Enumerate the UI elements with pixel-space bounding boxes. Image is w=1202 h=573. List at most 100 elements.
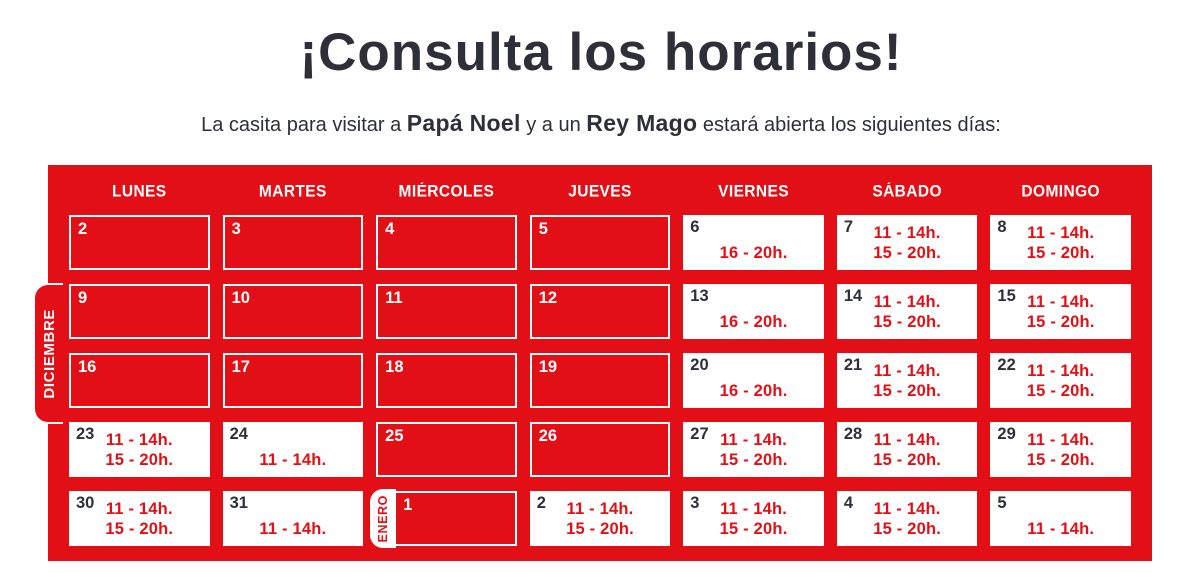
day-number: 14 — [843, 287, 863, 305]
time-slot-1: 11 - 14h. — [105, 431, 173, 449]
subtitle-text-post: estará abierta los siguientes días: — [697, 114, 1001, 136]
day-cell-dec-20: 20 16 - 20h. — [683, 353, 824, 408]
day-number: 21 — [843, 356, 863, 374]
day-number: 25 — [385, 427, 404, 445]
day-number: 5 — [997, 494, 1007, 512]
time-slot-2: 15 - 20h. — [1026, 451, 1095, 469]
day-cell-dec-19: 19 — [529, 353, 671, 408]
day-cell-jan-4: 4 11 - 14h. 15 - 20h. — [836, 491, 978, 546]
time-slot-2: 15 - 20h. — [719, 451, 788, 469]
time-slot-1 — [223, 499, 364, 519]
day-number: 8 — [997, 218, 1007, 236]
day-number: 23 — [76, 425, 95, 443]
day-number: 7 — [843, 218, 854, 236]
weekday-header-domingo: DOMINGO — [1021, 182, 1100, 201]
day-cell-dec-24: 24 11 - 14h. — [222, 422, 364, 477]
day-cell-dec-17: 17 — [222, 353, 364, 408]
time-slot-2: 15 - 20h. — [873, 520, 942, 538]
time-slot-1: 11 - 14h. — [873, 362, 941, 380]
day-number: 28 — [843, 425, 863, 443]
day-cell-dec-10: 10 — [222, 284, 364, 339]
time-slot-1 — [683, 292, 824, 312]
day-cell-dec-8: 8 11 - 14h. 15 - 20h. — [990, 215, 1131, 270]
day-times: 11 - 14h. — [223, 430, 364, 470]
time-slot-2: 11 - 14h. — [259, 520, 327, 538]
day-cell-dec-23: 23 11 - 14h. 15 - 20h. — [69, 422, 210, 477]
diciembre-month-tab: DICIEMBRE — [33, 283, 63, 424]
time-slot-1: 11 - 14h. — [1027, 362, 1095, 380]
day-cell-dec-13: 13 16 - 20h. — [683, 284, 824, 339]
day-number: 17 — [231, 358, 250, 376]
day-number: 4 — [385, 220, 395, 238]
time-slot-2: 15 - 20h. — [1026, 382, 1095, 400]
time-slot-1: 11 - 14h. — [1027, 431, 1095, 449]
day-times: 11 - 14h. 15 - 20h. — [837, 499, 978, 539]
day-times: 16 - 20h. — [683, 361, 824, 401]
day-cell-dec-28: 28 11 - 14h. 15 - 20h. — [836, 422, 978, 477]
enero-label: ENERO — [376, 494, 391, 543]
day-cell-jan-2: 2 11 - 14h. 15 - 20h. — [529, 491, 671, 546]
time-slot-2: 11 - 14h. — [1027, 520, 1095, 538]
day-cell-dec-5: 5 — [529, 215, 671, 270]
day-number: 29 — [997, 425, 1016, 443]
day-number: 6 — [690, 218, 700, 236]
day-cell-dec-6: 6 16 - 20h. — [683, 215, 824, 270]
time-slot-2: 15 - 20h. — [873, 313, 942, 331]
time-slot-1 — [683, 223, 824, 243]
time-slot-1: 11 - 14h. — [720, 431, 788, 449]
day-times: 11 - 14h. 15 - 20h. — [837, 223, 978, 263]
time-slot-1: 11 - 14h. — [105, 500, 173, 518]
time-slot-2: 15 - 20h. — [566, 520, 634, 538]
time-slot-1: 11 - 14h. — [873, 224, 941, 242]
day-cell-dec-18: 18 — [376, 353, 517, 408]
time-slot-1 — [990, 499, 1131, 519]
time-slot-1: 11 - 14h. — [720, 500, 788, 518]
time-slot-1 — [223, 430, 364, 450]
day-number: 24 — [229, 425, 248, 443]
time-slot-2: 15 - 20h. — [1026, 313, 1095, 331]
day-number: 11 — [385, 289, 403, 307]
jan1-box: 1 — [394, 491, 517, 546]
day-number: 20 — [690, 356, 709, 374]
day-cell-dec-4: 4 — [376, 215, 517, 270]
day-times: 11 - 14h. 15 - 20h. — [990, 223, 1131, 263]
time-slot-2: 16 - 20h. — [719, 313, 788, 331]
day-times: 11 - 14h. 15 - 20h. — [69, 499, 210, 539]
papa-noel-bold-text: Papá Noel — [406, 110, 521, 136]
day-number: 2 — [536, 494, 546, 512]
day-number: 12 — [538, 289, 558, 307]
day-times: 11 - 14h. 15 - 20h. — [69, 430, 210, 470]
day-times: 11 - 14h. 15 - 20h. — [990, 430, 1131, 470]
time-slot-1: 11 - 14h. — [873, 500, 941, 518]
day-number: 31 — [229, 494, 248, 512]
day-times: 11 - 14h. 15 - 20h. — [683, 499, 824, 539]
day-cell-dec-25: 25 — [376, 422, 517, 477]
day-cell-jan-1: ENERO 1 — [370, 489, 517, 548]
day-cell-dec-7: 7 11 - 14h. 15 - 20h. — [836, 215, 978, 270]
day-cell-dec-21: 21 11 - 14h. 15 - 20h. — [836, 353, 978, 408]
weekday-header-martes: MARTES — [258, 182, 327, 201]
day-number: 2 — [78, 220, 88, 238]
weekday-header-miercoles: MIÉRCOLES — [398, 182, 495, 201]
day-cell-dec-29: 29 11 - 14h. 15 - 20h. — [990, 422, 1131, 477]
day-number: 3 — [231, 220, 241, 238]
day-number: 19 — [538, 358, 558, 376]
day-cell-jan-3: 3 11 - 14h. 15 - 20h. — [683, 491, 824, 546]
day-cell-dec-27: 27 11 - 14h. 15 - 20h. — [683, 422, 824, 477]
day-cell-dec-31: 31 11 - 14h. — [222, 491, 364, 546]
calendar-panel: DICIEMBRE LUNES MARTES MIÉRCOLES JUEVES … — [33, 165, 1152, 561]
day-times: 16 - 20h. — [683, 292, 824, 332]
day-cell-dec-2: 2 — [69, 215, 210, 270]
time-slot-2: 11 - 14h. — [259, 451, 327, 469]
day-times: 11 - 14h. — [223, 499, 364, 539]
weekday-header-lunes: LUNES — [112, 182, 167, 201]
time-slot-2: 15 - 20h. — [105, 451, 174, 469]
day-cell-dec-16: 16 — [69, 353, 210, 408]
time-slot-1: 11 - 14h. — [873, 431, 941, 449]
day-number: 10 — [231, 289, 250, 307]
enero-month-tab: ENERO — [370, 489, 397, 548]
weekday-header-jueves: JUEVES — [568, 182, 632, 201]
day-times: 11 - 14h. 15 - 20h. — [683, 430, 824, 470]
time-slot-2: 15 - 20h. — [873, 244, 942, 262]
